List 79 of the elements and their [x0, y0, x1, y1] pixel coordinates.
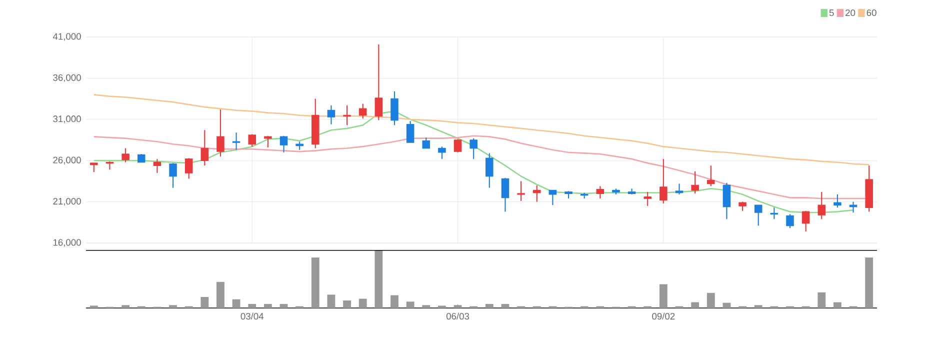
x-tick-label: 06/03 — [446, 312, 470, 320]
candlestick — [200, 130, 209, 166]
y-tick-label: 16,000 — [53, 239, 81, 247]
bar — [706, 292, 715, 308]
x-tick-label: 03/04 — [240, 312, 264, 320]
bar — [754, 305, 762, 308]
x-tick-label: 09/02 — [652, 312, 675, 320]
candlestick — [422, 136, 430, 149]
candlestick — [106, 160, 114, 170]
candlestick — [691, 170, 699, 194]
y-tick-label: 26,000 — [53, 156, 81, 164]
candlestick — [454, 138, 462, 153]
candlestick — [722, 182, 731, 220]
y-tick-label: 31,000 — [53, 116, 81, 124]
y-tick-label: 36,000 — [53, 74, 81, 82]
bar — [722, 302, 731, 308]
candlestick — [486, 152, 494, 188]
candlestick — [754, 204, 762, 226]
bar — [818, 292, 826, 308]
legend-label: 5 — [829, 10, 834, 16]
y-tick-label: 21,000 — [53, 198, 81, 206]
bar — [216, 282, 224, 308]
bar — [264, 304, 272, 308]
candlestick — [232, 132, 240, 150]
bar — [280, 304, 288, 308]
candlestick — [501, 177, 510, 212]
candlestick — [675, 183, 684, 195]
bar — [311, 258, 320, 308]
bar — [358, 298, 367, 308]
bar — [169, 305, 177, 308]
bar — [422, 305, 430, 308]
bar — [248, 304, 256, 308]
bar — [485, 304, 494, 308]
candlestick — [818, 191, 826, 220]
bar — [833, 302, 842, 308]
candlestick — [153, 158, 162, 174]
y-tick-label: 41,000 — [52, 33, 81, 41]
candlestick — [406, 120, 414, 144]
legend-label: 60 — [866, 9, 876, 16]
bar — [232, 299, 240, 308]
candlestick — [122, 148, 130, 163]
candlestick — [770, 207, 778, 220]
candlestick — [184, 158, 193, 180]
candlestick — [327, 104, 336, 125]
bar — [501, 304, 510, 308]
candlestick — [786, 214, 794, 229]
bar — [200, 296, 209, 308]
candlestick — [548, 190, 557, 206]
candlestick — [343, 104, 351, 126]
candlestick — [707, 165, 715, 187]
candlestick — [216, 108, 224, 158]
candlestick — [802, 210, 810, 232]
candlestick — [596, 186, 604, 200]
candlestick — [390, 90, 398, 126]
candlestick — [280, 135, 288, 153]
bar — [406, 302, 414, 308]
bar — [122, 305, 130, 308]
candlestick — [660, 158, 668, 204]
candlestick — [517, 180, 525, 202]
candlestick — [248, 134, 256, 148]
candlestick — [532, 184, 541, 202]
candlestick — [438, 146, 446, 160]
candlestick — [90, 162, 98, 173]
bar — [691, 302, 700, 308]
candlestick — [644, 191, 652, 206]
bar — [374, 250, 383, 308]
bar — [659, 284, 668, 308]
bar — [390, 295, 398, 308]
bar — [327, 294, 336, 308]
candlestick — [849, 201, 858, 214]
legend-label: 20 — [846, 9, 856, 16]
candlestick — [470, 138, 478, 160]
candlestick — [169, 162, 177, 188]
bar — [865, 258, 874, 308]
candlestick — [358, 103, 367, 120]
bar — [454, 305, 462, 308]
candlestick — [374, 44, 383, 121]
candlestick — [834, 194, 842, 208]
bar — [343, 300, 351, 308]
